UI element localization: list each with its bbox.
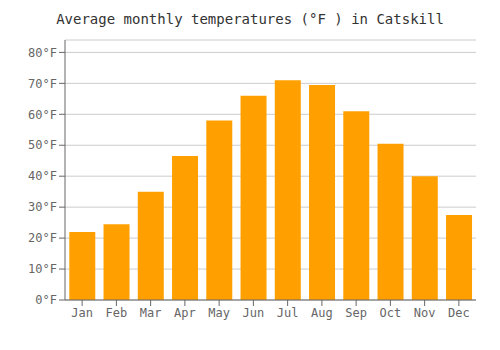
svg-text:70°F: 70°F — [28, 77, 57, 91]
svg-text:Mar: Mar — [140, 306, 162, 320]
svg-text:May: May — [208, 306, 230, 320]
svg-text:Jun: Jun — [243, 306, 265, 320]
svg-text:Jul: Jul — [277, 306, 299, 320]
svg-text:Sep: Sep — [345, 306, 367, 320]
svg-text:Dec: Dec — [448, 306, 470, 320]
svg-text:Nov: Nov — [414, 306, 436, 320]
html-text:Average monthly temperatures (: Average monthly temperatures (°F ) in Ca… — [56, 11, 444, 27]
svg-text:10°F: 10°F — [28, 262, 57, 276]
svg-text:20°F: 20°F — [28, 231, 57, 245]
svg-text:40°F: 40°F — [28, 169, 57, 183]
svg-text:30°F: 30°F — [28, 200, 57, 214]
svg-text:Feb: Feb — [106, 306, 128, 320]
svg-text:80°F: 80°F — [28, 46, 57, 60]
svg-text:Oct: Oct — [380, 306, 402, 320]
svg-text:0°F: 0°F — [35, 293, 57, 307]
svg-text:Apr: Apr — [174, 306, 196, 320]
svg-text:Aug: Aug — [311, 306, 333, 320]
svg-text:60°F: 60°F — [28, 108, 57, 122]
svg-text:50°F: 50°F — [28, 138, 57, 152]
svg-text:Jan: Jan — [71, 306, 93, 320]
